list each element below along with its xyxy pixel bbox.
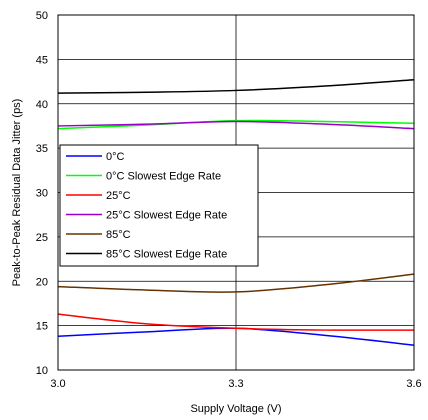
x-tick-label: 3.6 xyxy=(406,378,421,390)
x-axis-title: Supply Voltage (V) xyxy=(190,403,281,415)
y-tick-label: 45 xyxy=(36,54,48,66)
series-line-2 xyxy=(57,313,415,331)
y-axis-title: Peak-to-Peak Residual Data Jitter (ps) xyxy=(11,99,23,287)
y-tick-label: 30 xyxy=(36,188,48,200)
series-line-1 xyxy=(57,119,415,130)
series-layer xyxy=(57,79,415,346)
x-axis-ticks: 3.0 3.3 3.6 xyxy=(50,378,421,390)
legend-box xyxy=(59,144,259,267)
plot-frame xyxy=(57,14,415,371)
y-tick-label: 40 xyxy=(36,99,48,111)
y-tick-label: 50 xyxy=(36,10,48,22)
series-line-5 xyxy=(57,79,415,94)
y-tick-label: 20 xyxy=(36,276,48,288)
x-tick-label: 3.0 xyxy=(50,378,65,390)
legend-label: 0°C Slowest Edge Rate xyxy=(106,171,221,183)
legend-label: 85°C Slowest Edge Rate xyxy=(106,249,227,261)
legend: 0°C 0°C Slowest Edge Rate 25°C 25°C Slowest… xyxy=(59,144,259,267)
series-line-4 xyxy=(57,273,415,293)
y-axis-ticks: 10 15 20 25 30 35 40 45 50 xyxy=(36,10,48,377)
legend-label: 25°C Slowest Edge Rate xyxy=(106,210,227,222)
y-tick-label: 35 xyxy=(36,143,48,155)
y-tick-label: 10 xyxy=(36,365,48,377)
legend-label: 85°C xyxy=(106,229,131,241)
series-line-3 xyxy=(57,120,415,130)
legend-label: 25°C xyxy=(106,190,131,202)
x-tick-label: 3.3 xyxy=(228,378,243,390)
y-tick-label: 15 xyxy=(36,321,48,333)
y-tick-label: 25 xyxy=(36,232,48,244)
legend-label: 0°C xyxy=(106,151,125,163)
